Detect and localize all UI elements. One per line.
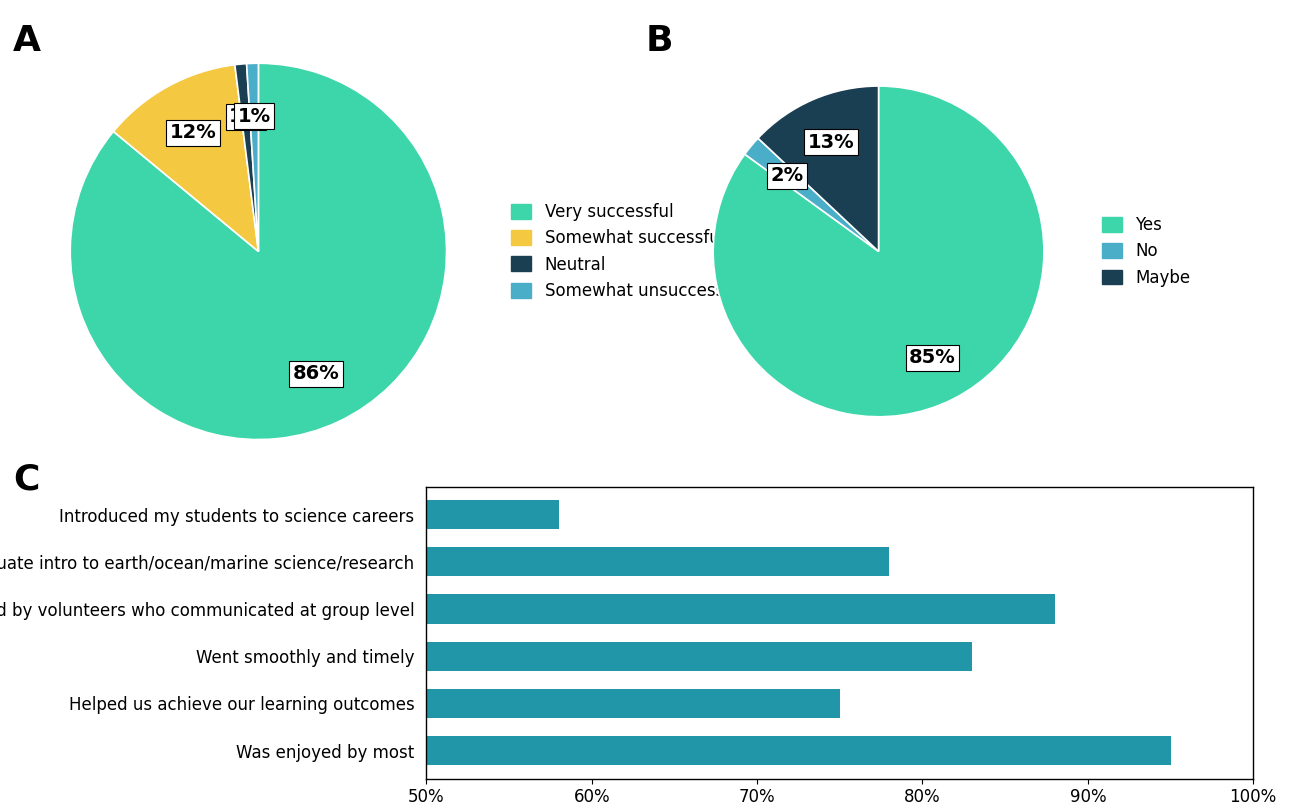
Text: 1%: 1% [238,106,271,126]
Wedge shape [114,65,258,251]
Text: 85%: 85% [910,348,956,367]
Text: 13%: 13% [808,133,854,152]
Bar [0,547,889,577]
Bar [0,689,840,718]
Wedge shape [758,86,879,251]
Bar [0,642,972,671]
Text: B: B [646,24,673,58]
Bar [0,736,1171,766]
Wedge shape [70,63,447,440]
Text: 86%: 86% [293,364,340,384]
Wedge shape [744,138,879,251]
Wedge shape [247,63,258,251]
Text: 1%: 1% [229,107,262,126]
Wedge shape [235,63,258,251]
Text: 12%: 12% [169,123,217,142]
Legend: Yes, No, Maybe: Yes, No, Maybe [1102,216,1190,287]
Text: A: A [13,24,41,58]
Text: 2%: 2% [770,166,804,185]
Bar [0,500,558,529]
Wedge shape [713,86,1044,417]
Text: C: C [13,462,39,496]
Legend: Very successful, Somewhat successful, Neutral, Somewhat unsuccessful: Very successful, Somewhat successful, Ne… [512,203,745,300]
Bar [0,594,1054,624]
